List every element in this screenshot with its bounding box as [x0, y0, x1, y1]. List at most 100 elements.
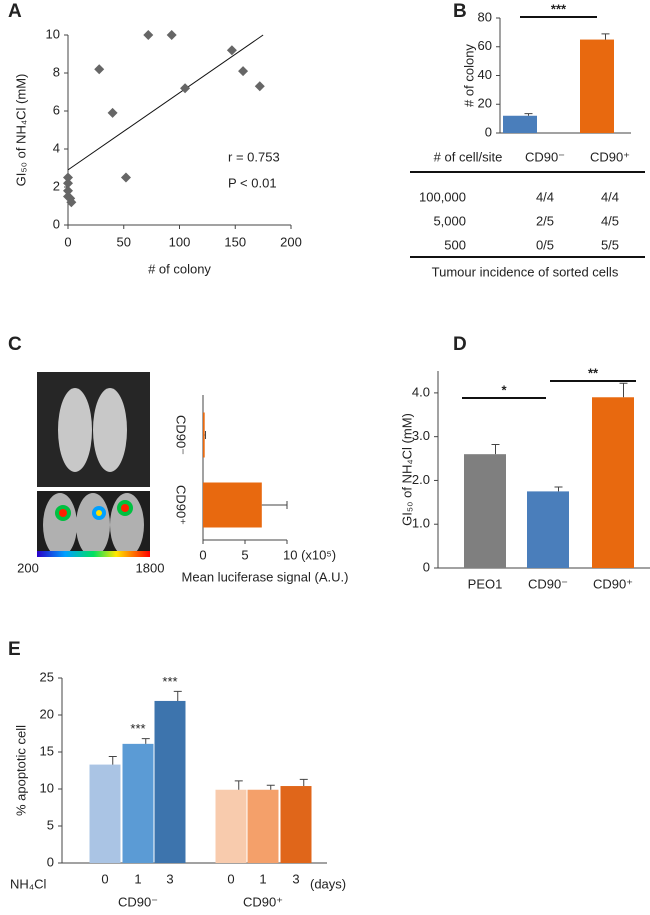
y-tick-label: 20	[478, 96, 492, 111]
annotation: ***	[162, 674, 177, 689]
y-tick-label: 0	[47, 854, 54, 869]
colorbar-label: 1800	[136, 560, 165, 575]
y-tick-label: 0	[53, 216, 60, 231]
x-tick-label: 100	[169, 234, 191, 249]
bar	[527, 491, 569, 568]
x-axis-label: # of colony	[148, 261, 211, 276]
x-tick-label: 3	[166, 871, 173, 886]
significance-label: **	[588, 365, 599, 380]
point	[254, 81, 265, 92]
bar	[280, 786, 312, 863]
y-tick-label: CD90⁻	[174, 415, 189, 455]
y-tick-label: 80	[478, 9, 492, 24]
y-tick-label: 3.0	[412, 428, 430, 443]
annotation: ***	[130, 721, 145, 736]
y-tick-label: 40	[478, 67, 492, 82]
bar	[122, 743, 154, 863]
point	[166, 30, 177, 40]
group-label: CD90⁺	[243, 894, 283, 909]
x-tick-label: 3	[292, 871, 299, 886]
significance-label: *	[501, 382, 507, 397]
bar	[464, 454, 506, 568]
x-tick-label: 150	[224, 234, 246, 249]
table-caption: Tumour incidence of sorted cells	[432, 264, 619, 279]
x-tick-label: 10 (x10⁵)	[283, 547, 336, 562]
mouse-image	[37, 372, 150, 557]
y-tick-label: 25	[40, 669, 54, 684]
panel-label: D	[453, 334, 467, 355]
significance-label: ***	[551, 1, 567, 16]
error-bar	[619, 382, 628, 398]
x-tick-label: 200	[280, 234, 302, 249]
point	[180, 83, 191, 94]
point	[143, 30, 154, 40]
panel-label: A	[8, 1, 22, 22]
y-tick-label: 2.0	[412, 472, 430, 487]
error-bar	[234, 780, 243, 790]
error-bar	[204, 431, 207, 439]
panel-label: C	[8, 334, 22, 355]
bar	[203, 412, 205, 458]
x-axis-label: Mean luciferase signal (A.U.)	[182, 569, 349, 584]
table-cell: 2/5	[536, 213, 554, 228]
table-cell: 4/4	[536, 189, 554, 204]
error-bar	[108, 755, 117, 765]
point	[63, 172, 73, 183]
error-bar	[173, 690, 182, 701]
table-cell: 0/5	[536, 237, 554, 252]
annotation: P < 0.01	[228, 175, 277, 190]
y-tick-label: CD90⁺	[174, 485, 189, 525]
table-cell: 4/5	[601, 213, 619, 228]
y-tick-label: 6	[53, 102, 60, 117]
table-cell: 4/4	[601, 189, 619, 204]
bar	[580, 39, 614, 133]
table-cell: 5/5	[601, 237, 619, 252]
table-cell: 100,000	[419, 189, 466, 204]
error-bar	[524, 113, 533, 116]
x-tick-label: 50	[117, 234, 131, 249]
y-tick-label: 8	[53, 64, 60, 79]
x-tick-label: 0	[101, 871, 108, 886]
point	[120, 172, 131, 183]
y-axis-label: GI₅₀ of NH₄Cl (mM)	[399, 413, 414, 526]
y-tick-label: 20	[40, 706, 54, 721]
table-header: CD90⁺	[590, 149, 630, 164]
bar	[215, 789, 247, 863]
x-tick-label: 1	[134, 871, 141, 886]
y-tick-label: 10	[46, 26, 60, 41]
y-tick-label: 15	[40, 743, 54, 758]
table-header: # of cell/site	[434, 149, 503, 164]
bar	[503, 115, 537, 133]
point	[94, 64, 105, 75]
y-tick-label: 60	[478, 38, 492, 53]
error-bar	[266, 784, 275, 790]
point	[66, 197, 77, 208]
error-bar	[299, 778, 308, 787]
y-tick-label: 4.0	[412, 384, 430, 399]
bar	[247, 789, 279, 863]
x-tick-label: 1	[259, 871, 266, 886]
y-tick-label: 2	[53, 178, 60, 193]
y-axis-label: % apoptotic cell	[13, 725, 28, 816]
error-bar	[554, 486, 563, 492]
x-tick-label: 0	[64, 234, 71, 249]
x-prefix: NH₄Cl	[10, 876, 46, 891]
x-suffix: (days)	[310, 876, 346, 891]
table-cell: 500	[444, 237, 466, 252]
annotation: r = 0.753	[228, 149, 280, 164]
error-bar	[491, 444, 500, 455]
y-tick-label: 0	[485, 124, 492, 139]
x-tick-label: CD90⁺	[593, 576, 633, 591]
table-cell: 5,000	[433, 213, 466, 228]
error-bar	[141, 738, 150, 744]
x-tick-label: 5	[241, 547, 248, 562]
bar	[592, 397, 634, 568]
y-axis-label: GI₅₀ of NH₄Cl (mM)	[13, 74, 28, 187]
y-tick-label: 4	[53, 140, 60, 155]
panel-label: E	[8, 639, 21, 660]
error-bar	[601, 33, 610, 40]
x-tick-label: 0	[199, 547, 206, 562]
panel-label: B	[453, 1, 467, 22]
point	[226, 45, 237, 56]
